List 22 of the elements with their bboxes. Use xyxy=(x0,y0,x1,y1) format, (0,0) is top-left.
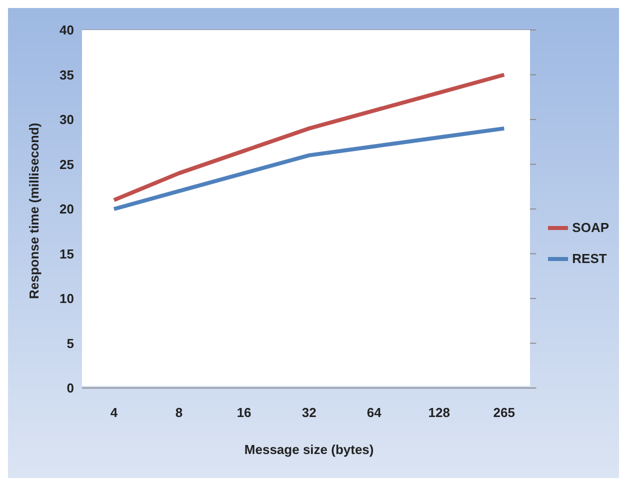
legend-label: REST xyxy=(572,251,607,266)
x-axis-title: Message size (bytes) xyxy=(244,442,374,457)
y-tick-label: 40 xyxy=(60,22,74,38)
x-tick-label: 8 xyxy=(175,405,183,420)
y-tick-label: 10 xyxy=(60,291,74,306)
x-tick-label: 265 xyxy=(493,405,516,420)
y-tick-label: 30 xyxy=(60,112,74,128)
y-tick-label: 5 xyxy=(66,336,74,351)
y-tick-label: 0 xyxy=(66,380,74,396)
x-tick-label: 16 xyxy=(236,405,252,420)
line-series xyxy=(112,72,506,202)
x-tick-label: 64 xyxy=(366,405,382,420)
y-tick-label: 25 xyxy=(60,156,74,172)
y-axis-title: Response time (millisecond) xyxy=(26,122,42,299)
legend-label: SOAP xyxy=(572,220,609,235)
y-tick-label: 20 xyxy=(60,202,74,217)
x-tick-label: 32 xyxy=(302,405,316,420)
y-tick-label: 15 xyxy=(60,246,74,262)
x-tick-label: 128 xyxy=(428,405,450,420)
line-series xyxy=(112,126,506,211)
x-tick-label: 4 xyxy=(110,405,118,420)
y-tick-label: 35 xyxy=(60,67,74,82)
